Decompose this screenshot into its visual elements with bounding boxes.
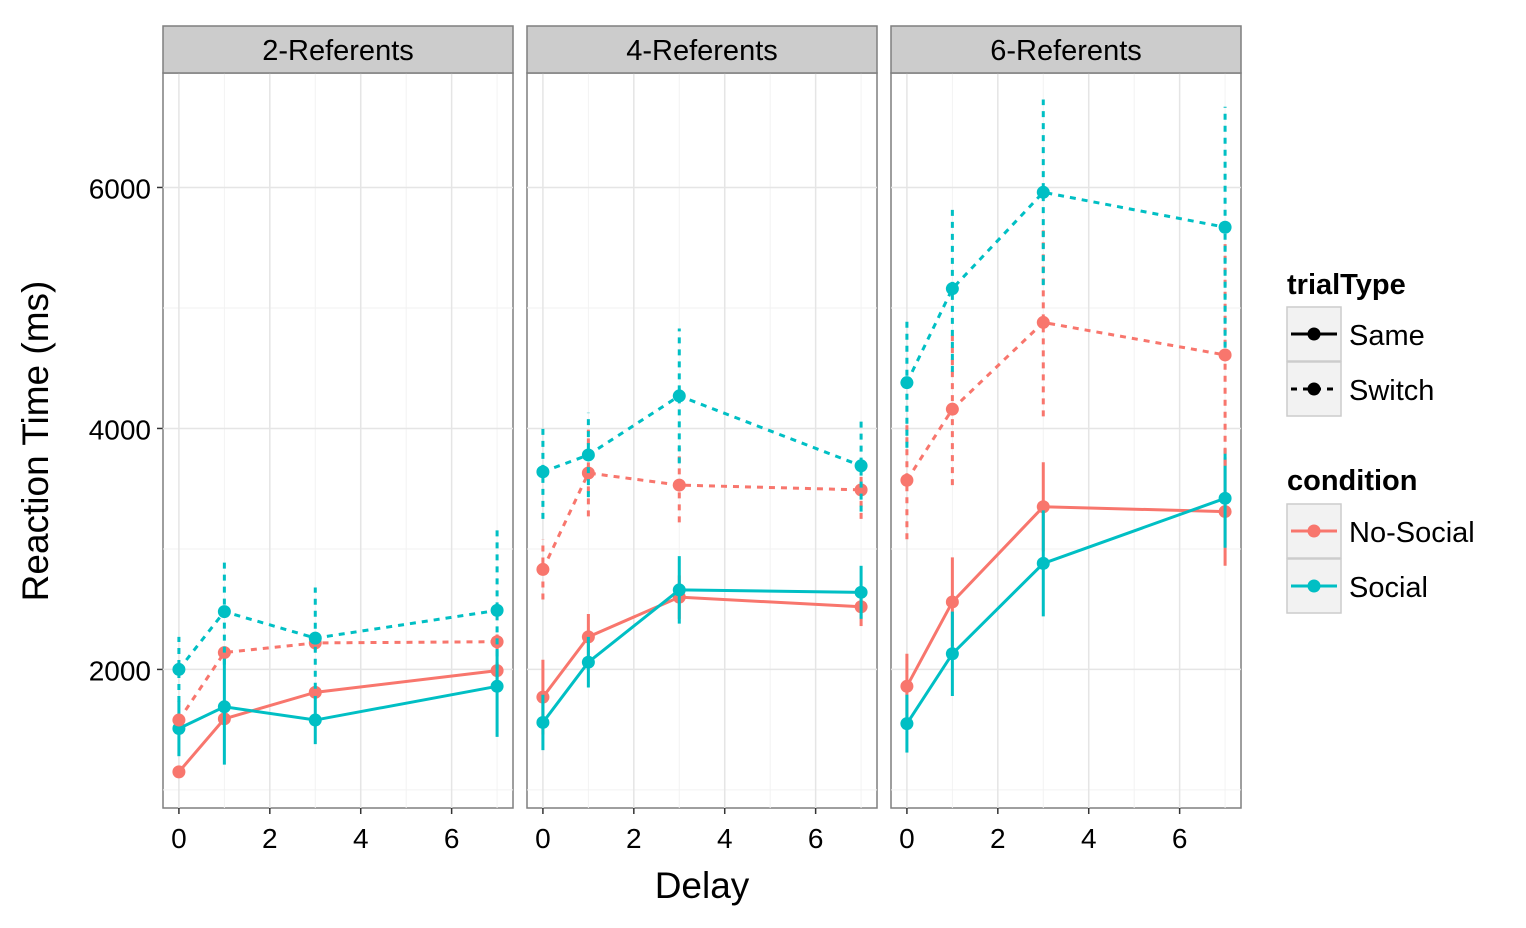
x-tick-label-0: 0 [899, 823, 915, 854]
legend-key-point [1307, 579, 1321, 593]
legend-key-point [1307, 524, 1321, 538]
y-tick-label-2000: 2000 [89, 655, 151, 686]
series-social-switch [900, 99, 1232, 448]
x-tick-label-0: 0 [171, 823, 187, 854]
data-point [308, 685, 322, 699]
legend-label-switch: Switch [1349, 375, 1434, 407]
data-point [945, 282, 959, 296]
x-tick-label-4: 4 [717, 823, 733, 854]
data-point [217, 605, 231, 619]
data-point [672, 583, 686, 597]
x-axis-title: Delay [655, 865, 750, 906]
series-line [542, 394, 862, 474]
legend-key-point [1307, 327, 1321, 341]
data-point [581, 448, 595, 462]
data-point [172, 765, 186, 779]
series-line [905, 496, 1226, 725]
panel-background [890, 72, 1242, 809]
data-point [217, 700, 231, 714]
series-social-switch [536, 328, 868, 519]
data-point [900, 473, 914, 487]
data-point [172, 713, 186, 727]
data-point [1036, 556, 1050, 570]
data-point [581, 655, 595, 669]
data-point [1036, 500, 1050, 514]
facet-strip-label: 4-Referents [626, 35, 778, 67]
data-point [172, 662, 186, 676]
facet-strip [162, 25, 514, 74]
data-point [854, 459, 868, 473]
data-point [945, 402, 959, 416]
panel-background [526, 72, 878, 809]
data-point [308, 631, 322, 645]
legend-title-trialtype: trialType [1287, 269, 1406, 301]
legend-label-social: Social [1349, 572, 1428, 604]
series-line [905, 320, 1226, 482]
data-point [1218, 491, 1232, 505]
x-tick-label-2: 2 [990, 823, 1006, 854]
x-tick-label-6: 6 [808, 823, 824, 854]
x-tick-label-2: 2 [626, 823, 642, 854]
series-line [177, 669, 498, 773]
series-line [905, 190, 1226, 384]
series-social-switch [172, 528, 504, 702]
data-point [536, 465, 550, 479]
data-point [854, 585, 868, 599]
x-tick-label-4: 4 [353, 823, 369, 854]
data-point [308, 713, 322, 727]
series-social-same [900, 448, 1232, 753]
y-axis-title: Reaction Time (ms) [15, 281, 56, 602]
data-point [1218, 220, 1232, 234]
legend-key-point [1307, 382, 1321, 396]
data-point [1036, 185, 1050, 199]
data-point [1036, 315, 1050, 329]
legend-label-no-social: No-Social [1349, 517, 1475, 549]
panel-1: 2-Referents 0 2 4 6 [162, 25, 514, 854]
facet-strip [526, 25, 878, 74]
data-point [1218, 348, 1232, 362]
legend-title-condition: condition [1287, 465, 1417, 497]
series-line [177, 640, 498, 721]
data-point [854, 483, 868, 497]
panel-2: 4-Referents 0 2 4 6 [526, 25, 878, 854]
facet-strip [890, 25, 1242, 74]
data-point [900, 717, 914, 731]
series-line [541, 588, 862, 724]
legend-label-same: Same [1349, 320, 1425, 352]
panel-3: 6-Referents 0 2 4 6 [890, 25, 1242, 854]
series-line [178, 684, 498, 730]
facet-strip-label: 6-Referents [990, 35, 1142, 67]
series-line [905, 505, 1226, 688]
y-tick-label-6000: 6000 [89, 173, 151, 204]
legend: trialType Same Switch condition No-Social Soc… [1286, 269, 1475, 614]
y-tick-label-4000: 4000 [89, 414, 151, 445]
series-line [541, 471, 862, 571]
data-point [536, 562, 550, 576]
data-point [900, 376, 914, 390]
data-point [900, 679, 914, 693]
series-social-same [536, 556, 868, 751]
series-line [541, 595, 862, 699]
x-tick-label-0: 0 [535, 823, 551, 854]
x-tick-label-4: 4 [1081, 823, 1097, 854]
data-point [945, 647, 959, 661]
data-point [490, 679, 504, 693]
panel-background [162, 72, 514, 809]
data-point [536, 715, 550, 729]
facet-strip-label: 2-Referents [262, 35, 414, 67]
data-point [945, 595, 959, 609]
x-tick-label-6: 6 [1172, 823, 1188, 854]
series-no-social-switch [536, 429, 868, 600]
data-point [672, 478, 686, 492]
series-line [177, 608, 498, 671]
data-point [490, 603, 504, 617]
x-tick-label-6: 6 [444, 823, 460, 854]
data-point [672, 389, 686, 403]
x-tick-label-2: 2 [262, 823, 278, 854]
